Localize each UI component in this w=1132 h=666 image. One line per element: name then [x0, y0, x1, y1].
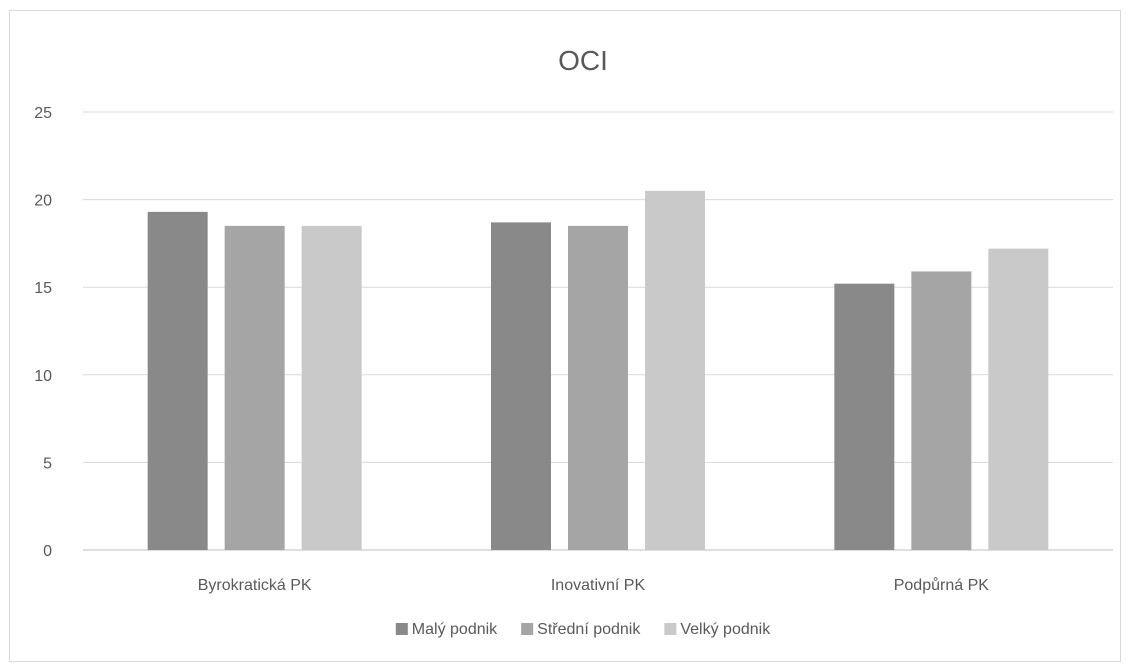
- legend: Malý podnik Střední podnik Velký podnik: [395, 621, 771, 638]
- x-category-label: Inovativní PK: [551, 577, 646, 594]
- bar: [491, 222, 551, 550]
- legend-swatch: [395, 623, 408, 635]
- y-tick-label: 0: [43, 543, 52, 560]
- bar: [911, 271, 972, 550]
- bar: [224, 225, 285, 550]
- chart-title: OCI: [558, 45, 608, 76]
- x-category-label: Podpůrná PK: [894, 576, 990, 594]
- x-axis-categories: Byrokratická PK Inovativní PK Podpůrná PK: [198, 576, 989, 594]
- bar: [301, 225, 362, 550]
- y-tick-label: 20: [34, 193, 52, 210]
- legend-label: Malý podnik: [412, 621, 498, 638]
- bar: [988, 248, 1049, 550]
- y-axis-ticks: 0 5 10 15 20 25: [34, 105, 52, 560]
- bar: [834, 283, 895, 550]
- bar: [147, 211, 208, 550]
- bar: [645, 190, 705, 550]
- y-tick-label: 5: [43, 455, 52, 472]
- legend-label: Velký podnik: [680, 621, 771, 638]
- y-tick-label: 15: [34, 280, 52, 297]
- legend-item: Malý podnik: [395, 621, 498, 638]
- legend-swatch: [664, 623, 677, 635]
- x-category-label: Byrokratická PK: [198, 577, 312, 594]
- bars: [147, 190, 1049, 550]
- legend-swatch: [521, 623, 534, 635]
- y-tick-label: 25: [34, 105, 52, 122]
- legend-label: Střední podnik: [537, 621, 641, 638]
- y-tick-label: 10: [34, 368, 52, 385]
- legend-item: Velký podnik: [664, 621, 771, 638]
- legend-item: Střední podnik: [521, 621, 641, 638]
- bar: [568, 225, 628, 550]
